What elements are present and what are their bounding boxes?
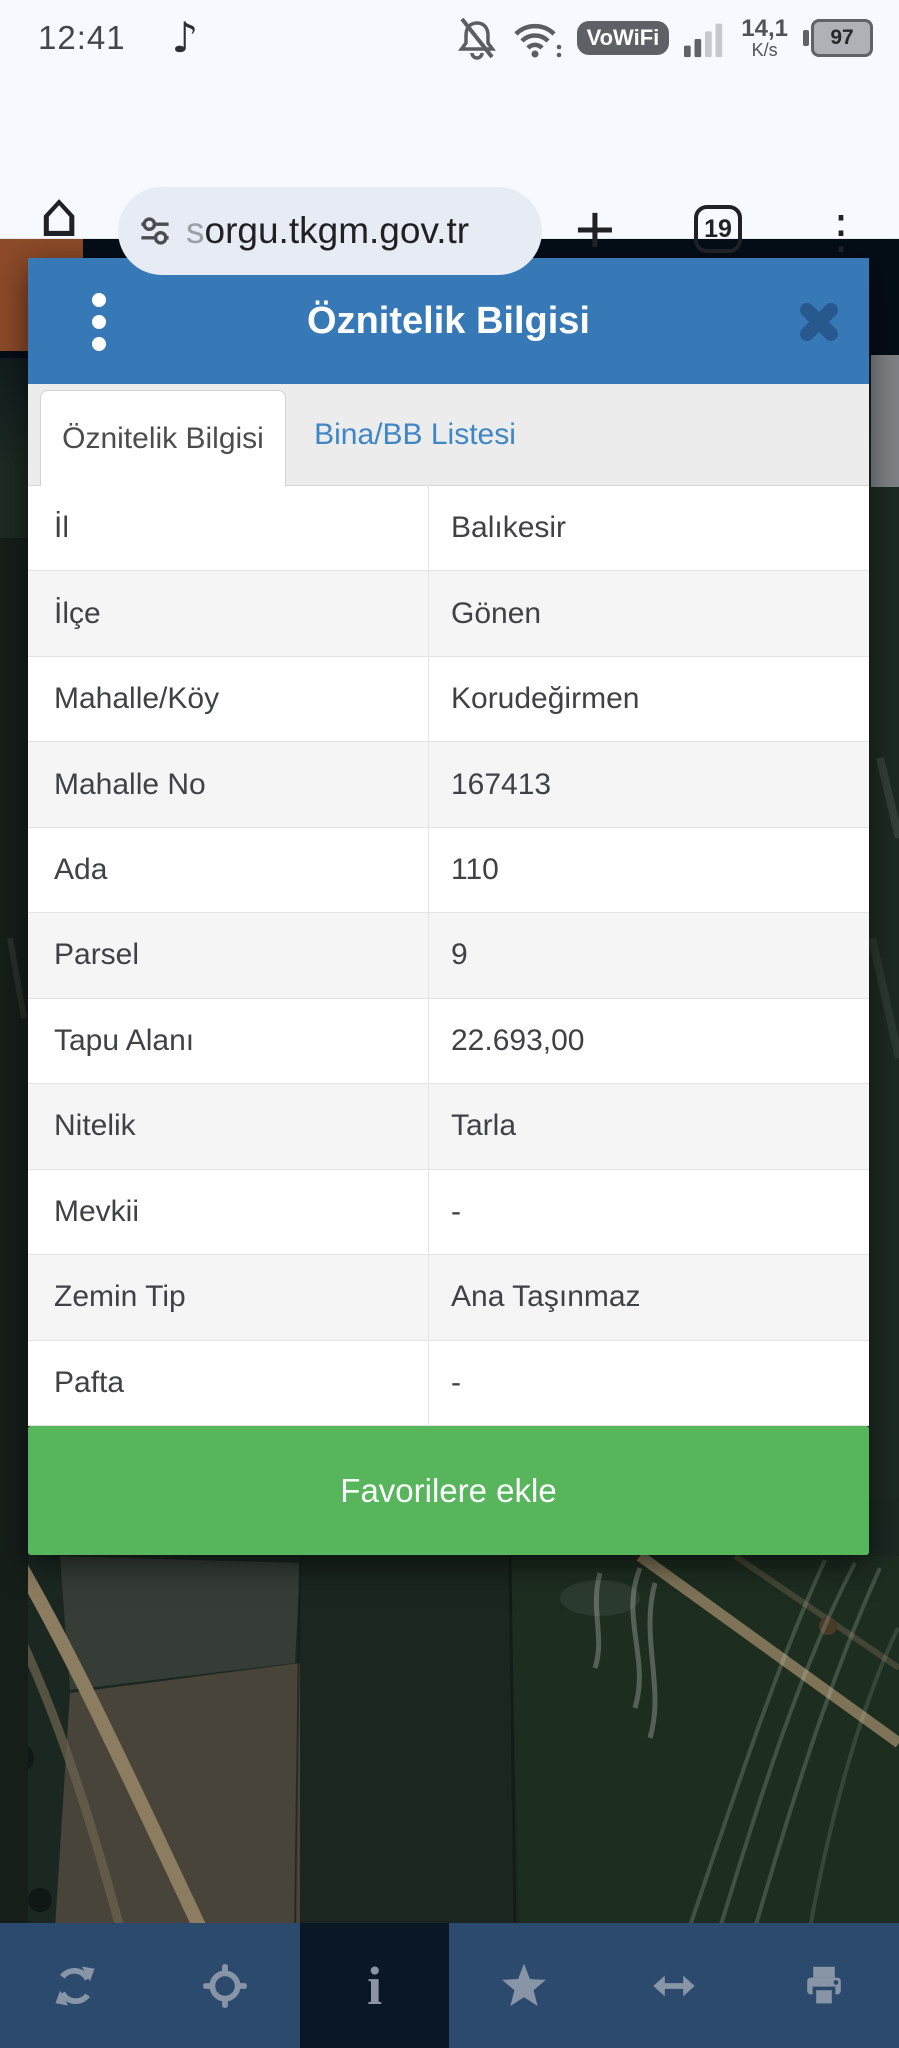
row-label: Nitelik [28, 1084, 429, 1169]
clock: 12:41 [38, 18, 126, 56]
row-label: Zemin Tip [28, 1255, 429, 1340]
row-label: İlçe [28, 571, 429, 656]
table-row: Pafta - [28, 1340, 869, 1426]
toolbar-info-button[interactable]: i [299, 1923, 450, 2048]
row-label: Ada [28, 827, 429, 913]
add-to-favorites-button[interactable]: Favorilere ekle [28, 1426, 869, 1555]
tab-bina-bb-listesi[interactable]: Bina/BB Listesi [314, 417, 516, 451]
url-subdomain-prefix: s [186, 210, 205, 251]
refresh-icon [55, 1965, 95, 2006]
dialog-menu-kebab-icon[interactable] [90, 292, 108, 352]
status-bar: 12:41 ♪ VoWiFi [0, 0, 899, 75]
info-icon: i [367, 1955, 383, 2016]
row-value: Tarla [451, 1109, 517, 1143]
dialog-tab-bar: Öznitelik Bilgisi Bina/BB Listesi [28, 384, 869, 486]
row-label: Tapu Alanı [28, 998, 429, 1084]
row-value: Gönen [451, 596, 542, 630]
home-icon[interactable]: ⌂ [39, 178, 79, 251]
wifi-icon [513, 23, 561, 57]
close-icon[interactable] [795, 298, 843, 346]
table-row: İlçe Gönen [28, 571, 869, 657]
row-value: Korudeğirmen [451, 682, 640, 716]
table-row: Zemin Tip Ana Taşınmaz [28, 1255, 869, 1341]
network-speed-unit: K/s [751, 39, 778, 60]
battery-percent: 97 [811, 18, 873, 57]
row-value: - [451, 1194, 461, 1228]
table-row: Ada 110 [28, 827, 869, 914]
new-tab-button[interactable]: + [574, 190, 616, 268]
table-row: İl Balıkesir [28, 486, 869, 572]
row-value: 22.693,00 [451, 1023, 585, 1057]
map-toolbar: i [0, 1923, 899, 2048]
table-row: Parsel 9 [28, 913, 869, 999]
notifications-muted-icon [457, 17, 496, 60]
row-value: 9 [451, 938, 468, 972]
browser-menu-kebab-icon[interactable]: ⋮ [818, 206, 864, 258]
url-main: orgu.tkgm.gov.tr [204, 210, 470, 251]
toolbar-locate-button[interactable] [150, 1923, 300, 2048]
star-icon [502, 1963, 547, 2006]
vowifi-badge: VoWiFi [576, 20, 670, 55]
row-label: Pafta [28, 1340, 429, 1425]
battery-indicator: 97 [803, 18, 873, 57]
toolbar-refresh-button[interactable] [0, 1923, 150, 2048]
table-row: Tapu Alanı 22.693,00 [28, 998, 869, 1085]
row-value: 167413 [451, 767, 552, 801]
tab-oznitelik-bilgisi[interactable]: Öznitelik Bilgisi [40, 390, 286, 486]
network-speed: 14,1 K/s [741, 14, 788, 60]
url-text: sorgu.tkgm.gov.tr [186, 210, 469, 252]
cell-signal-icon [684, 23, 723, 57]
row-value: 110 [451, 853, 499, 887]
row-label: Mahalle/Köy [28, 656, 429, 742]
row-label: Parsel [28, 913, 429, 998]
music-note-notification-icon: ♪ [171, 12, 199, 62]
table-row: Nitelik Tarla [28, 1084, 869, 1170]
dialog-title: Öznitelik Bilgisi [307, 299, 590, 342]
locate-icon [202, 1963, 247, 2008]
table-row: Mevkii - [28, 1169, 869, 1256]
status-icons: VoWiFi 14,1 K/s 97 [457, 15, 899, 61]
attribute-info-dialog: Öznitelik Bilgisi Öznitelik Bilgisi Bina… [28, 258, 869, 1555]
toolbar-print-button[interactable] [749, 1923, 899, 2048]
attribute-table: İl Balıkesir İlçe Gönen Mahalle/Köy Korudeğir… [28, 486, 869, 1426]
scrollbar-thumb[interactable] [871, 355, 899, 487]
tab-switcher-button[interactable]: 19 [694, 205, 742, 253]
toolbar-favorites-button[interactable] [449, 1923, 599, 2048]
site-settings-icon[interactable] [138, 214, 172, 248]
network-speed-value: 14,1 [741, 14, 788, 42]
battery-nub [803, 29, 809, 46]
dialog-header: Öznitelik Bilgisi [28, 258, 869, 384]
horizontal-arrows-icon [653, 1975, 695, 1996]
toolbar-measure-button[interactable] [599, 1923, 749, 2048]
table-row: Mahalle/Köy Korudeğirmen [28, 656, 869, 743]
row-value: - [451, 1365, 461, 1399]
printer-icon [807, 1966, 841, 2007]
table-row: Mahalle No 167413 [28, 742, 869, 828]
row-label: İl [28, 486, 429, 571]
row-value: Ana Taşınmaz [451, 1280, 641, 1314]
row-value: Balıkesir [451, 511, 567, 545]
row-label: Mahalle No [28, 742, 429, 827]
browser-toolbar: ⌂ sorgu.tkgm.gov.tr + 19 ⋮ [0, 75, 899, 275]
address-bar[interactable]: sorgu.tkgm.gov.tr [118, 187, 542, 275]
row-label: Mevkii [28, 1169, 429, 1255]
